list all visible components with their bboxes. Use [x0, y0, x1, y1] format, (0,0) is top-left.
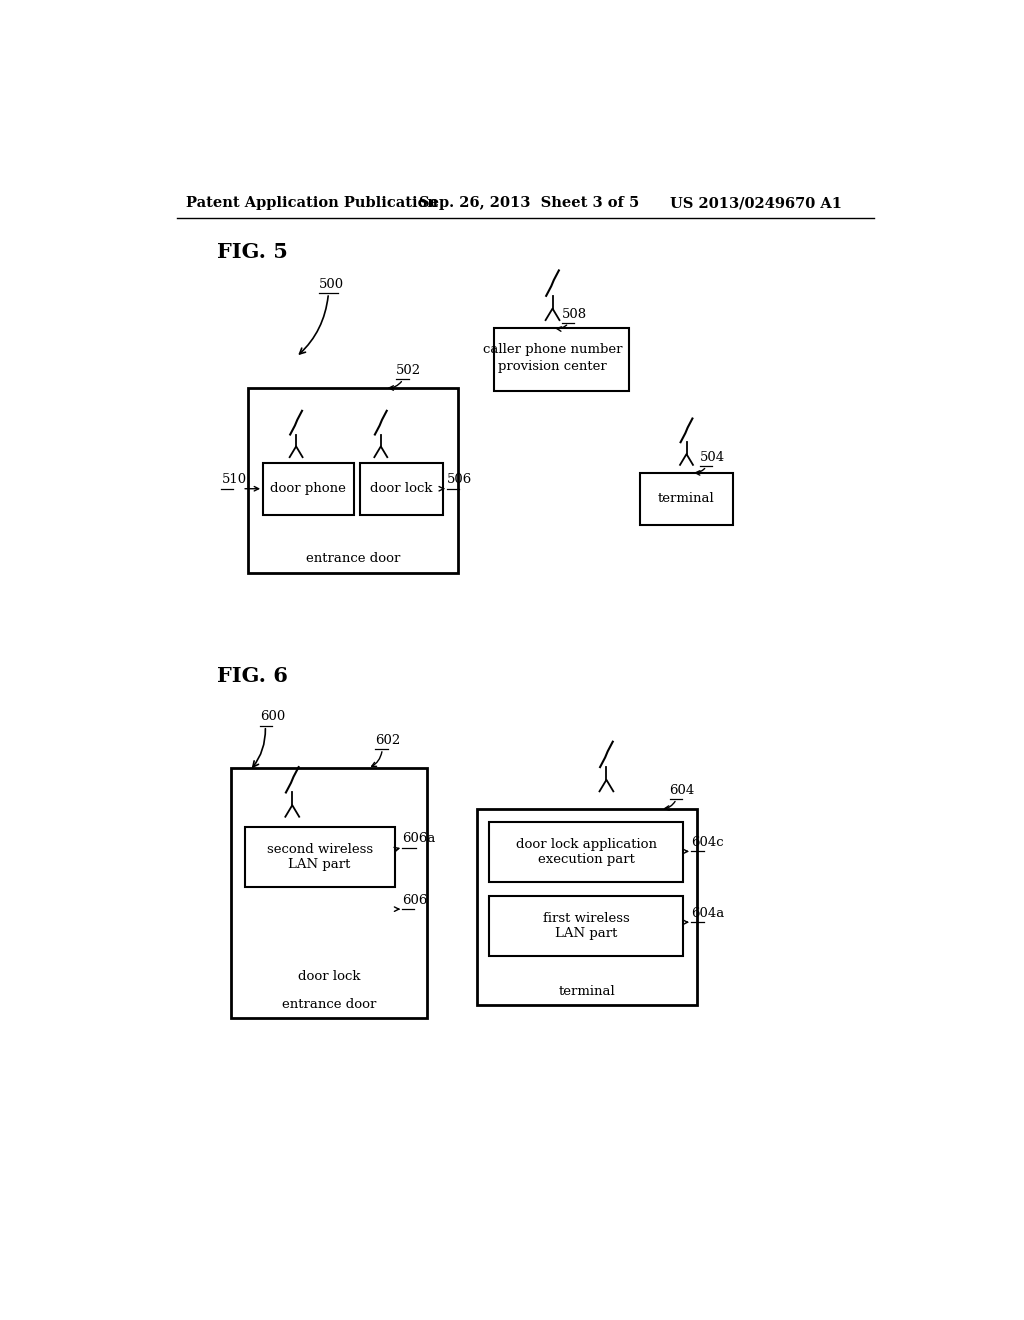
Text: caller phone number: caller phone number: [482, 343, 623, 356]
Text: LAN part: LAN part: [555, 927, 617, 940]
Text: door lock application: door lock application: [516, 838, 657, 851]
Text: terminal: terminal: [558, 985, 615, 998]
Bar: [477, 809, 696, 1006]
Text: 604a: 604a: [691, 907, 724, 920]
Text: door lock: door lock: [298, 970, 360, 982]
Text: 504: 504: [700, 451, 725, 465]
Text: US 2013/0249670 A1: US 2013/0249670 A1: [670, 197, 842, 210]
Text: FIG. 5: FIG. 5: [217, 243, 288, 263]
Text: Patent Application Publication: Patent Application Publication: [186, 197, 438, 210]
Bar: [360, 462, 443, 515]
Bar: [248, 388, 458, 573]
Bar: [230, 768, 427, 1019]
Text: entrance door: entrance door: [305, 552, 400, 565]
Bar: [489, 822, 683, 882]
Text: entrance door: entrance door: [282, 998, 376, 1011]
Text: LAN part: LAN part: [289, 858, 351, 871]
Text: execution part: execution part: [538, 853, 635, 866]
Text: 600: 600: [260, 710, 285, 723]
Text: FIG. 6: FIG. 6: [217, 665, 288, 686]
Text: door lock: door lock: [371, 482, 433, 495]
Text: 502: 502: [396, 364, 421, 378]
Text: 500: 500: [319, 277, 344, 290]
Text: first wireless: first wireless: [543, 912, 630, 925]
Text: 510: 510: [221, 474, 247, 486]
Bar: [494, 327, 629, 391]
Text: 602: 602: [376, 734, 400, 747]
Text: provision center: provision center: [498, 360, 607, 372]
Text: 604: 604: [670, 784, 695, 797]
Text: 508: 508: [562, 308, 587, 321]
Text: 506: 506: [447, 474, 472, 486]
Text: second wireless: second wireless: [266, 842, 373, 855]
Text: Sep. 26, 2013  Sheet 3 of 5: Sep. 26, 2013 Sheet 3 of 5: [419, 197, 640, 210]
Text: terminal: terminal: [658, 492, 715, 506]
Text: door phone: door phone: [270, 482, 346, 495]
Bar: [263, 462, 354, 515]
Text: 606: 606: [402, 894, 428, 907]
Bar: [640, 473, 733, 525]
Bar: [489, 896, 683, 956]
Text: 604c: 604c: [691, 836, 724, 849]
Bar: [245, 826, 394, 887]
Text: 606a: 606a: [402, 832, 436, 845]
